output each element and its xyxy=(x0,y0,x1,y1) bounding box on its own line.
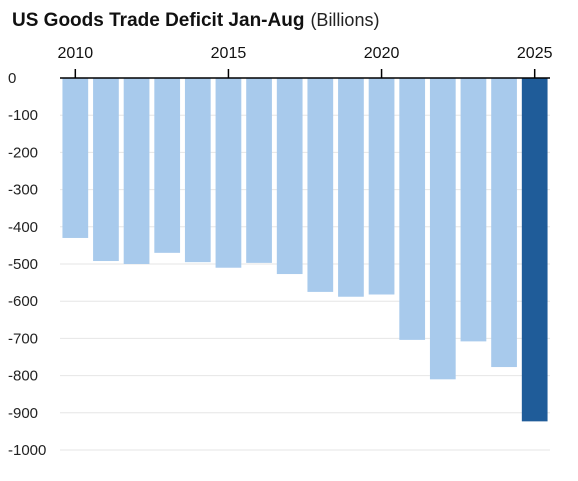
y-tick-label: -300 xyxy=(8,182,38,199)
x-tick-label: 2015 xyxy=(211,45,247,62)
chart-title: US Goods Trade Deficit Jan-Aug xyxy=(12,10,305,31)
y-tick-label: 0 xyxy=(8,70,16,87)
y-tick-label: -900 xyxy=(8,405,38,422)
bar-2025 xyxy=(521,78,548,422)
y-tick-label: -800 xyxy=(8,368,38,385)
y-tick-label: -200 xyxy=(8,144,38,161)
bar-2022 xyxy=(429,78,456,380)
bar-2012 xyxy=(123,78,150,264)
bar-2011 xyxy=(93,78,119,262)
bar-2019 xyxy=(338,78,364,297)
x-tick-label: 2025 xyxy=(517,45,553,62)
y-tick-label: -400 xyxy=(8,219,38,236)
bar-2017 xyxy=(276,78,303,275)
y-tick-label: -500 xyxy=(8,256,38,273)
y-tick-label: -700 xyxy=(8,330,38,347)
bar-2023 xyxy=(460,78,487,342)
y-tick-label: -1000 xyxy=(8,442,46,459)
chart-title-row: US Goods Trade Deficit Jan-Aug (Billions) xyxy=(12,10,379,36)
bar-2021 xyxy=(399,78,426,340)
bar-2016 xyxy=(246,78,272,263)
bar-2020 xyxy=(368,78,395,295)
y-tick-label: -100 xyxy=(8,107,38,124)
bar-2024 xyxy=(491,78,517,368)
chart-unit-label: (Billions) xyxy=(310,10,380,30)
bar-2015 xyxy=(215,78,242,268)
axes: 0 -100 -200 -300 -400 -500 -600 -700 -800 -900 -10… xyxy=(8,45,553,459)
x-tick-label: 2020 xyxy=(364,45,400,62)
y-tick-label: -600 xyxy=(8,293,38,310)
bars xyxy=(62,78,548,422)
bar-2010 xyxy=(62,78,89,238)
bar-2018 xyxy=(307,78,334,292)
bar-2014 xyxy=(184,78,211,263)
x-tick-label: 2010 xyxy=(58,45,94,62)
bar-2013 xyxy=(154,78,181,253)
